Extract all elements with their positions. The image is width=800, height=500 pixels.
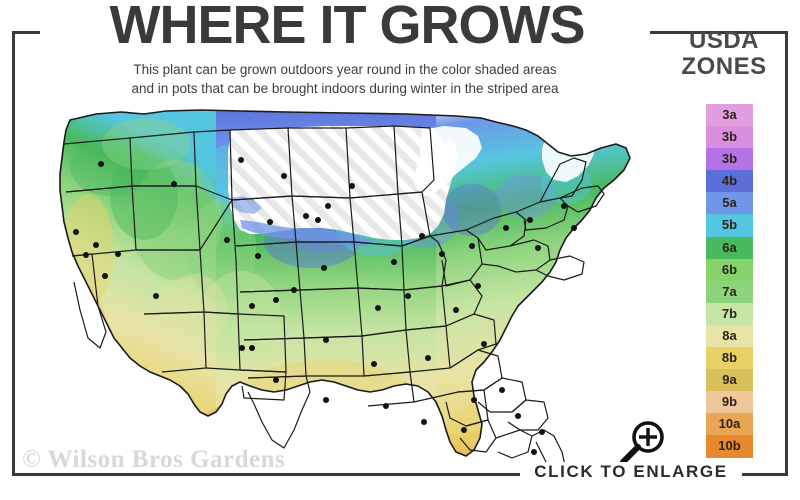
click-to-enlarge-label[interactable]: CLICK TO ENLARGE <box>520 462 742 482</box>
subtitle: This plant can be grown outdoors year ro… <box>40 60 650 98</box>
city-dots <box>73 157 577 455</box>
usda-zone-legend: 3a 3b 3b 4b 5a 5b 6a 6b 7a 7b 8a 8b 9a 9b 10a 10b <box>706 104 753 458</box>
legend-swatch-5a-4: 5a <box>706 192 753 215</box>
subtitle-line-1: This plant can be grown outdoors year ro… <box>133 62 557 77</box>
legend-swatch-9b-13: 9b <box>706 391 753 414</box>
frame-border-bottom-right <box>740 473 788 476</box>
legend-swatch-10b-15: 10b <box>706 435 753 458</box>
legend-swatch-4b-3: 4b <box>706 170 753 193</box>
frame-border-top-left <box>12 31 40 34</box>
legend-swatch-5b-5: 5b <box>706 214 753 237</box>
legend-swatch-3b-1: 3b <box>706 126 753 149</box>
frame-border-bottom-left <box>12 473 522 476</box>
frame-border-left <box>12 31 15 476</box>
usda-hardiness-zone-map <box>26 100 666 478</box>
magnifier-plus-svg <box>620 421 664 465</box>
subtitle-line-2: and in pots that can be brought indoors … <box>131 81 559 96</box>
striped-region <box>228 126 458 246</box>
legend-swatch-7b-9: 7b <box>706 302 753 325</box>
state-boundaries <box>59 109 631 478</box>
legend-swatch-7a-8: 7a <box>706 280 753 303</box>
legend-swatch-6a-6: 6a <box>706 236 753 259</box>
frame-border-right <box>785 31 788 476</box>
legend-swatch-3b-2: 3b <box>706 148 753 171</box>
legend-swatch-6b-7: 6b <box>706 258 753 281</box>
legend-swatch-3a-0: 3a <box>706 104 753 127</box>
map-svg <box>59 109 631 478</box>
legend-swatch-10a-14: 10a <box>706 413 753 436</box>
legend-swatch-8a-10: 8a <box>706 324 753 348</box>
page-title: WHERE IT GROWS <box>109 0 586 55</box>
watermark-credit: © Wilson Bros Gardens <box>22 446 286 473</box>
legend-heading-line-1: USDA <box>688 27 759 54</box>
legend-swatch-8b-11: 8b <box>706 347 753 370</box>
frame-border-top-right <box>650 31 788 34</box>
legend-heading-line-2: ZONES <box>681 53 767 80</box>
legend-heading: USDA ZONES <box>663 28 785 80</box>
legend-swatch-9a-12: 9a <box>706 369 753 392</box>
magnifier-plus-icon[interactable] <box>617 418 669 470</box>
